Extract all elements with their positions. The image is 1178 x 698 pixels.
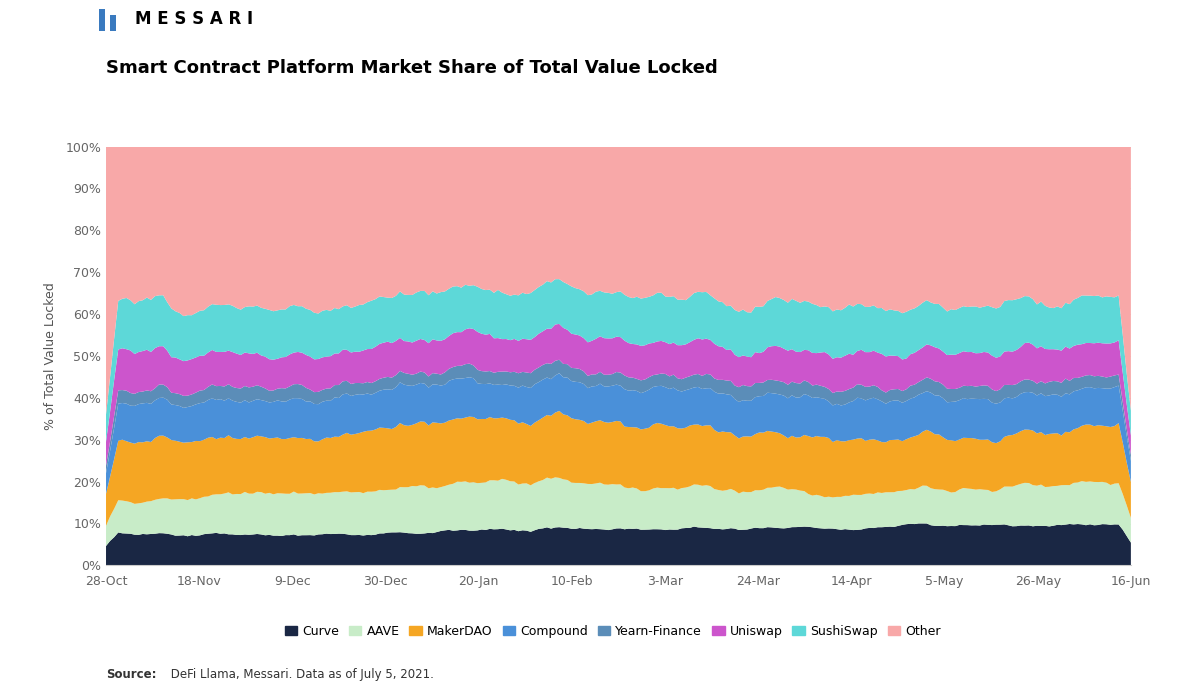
Bar [99,9,105,31]
Y-axis label: % of Total Value Locked: % of Total Value Locked [44,282,57,430]
Text: M E S S A R I: M E S S A R I [135,10,253,29]
Bar [110,15,117,31]
Text: Source:: Source: [106,667,157,681]
Text: DeFi Llama, Messari. Data as of July 5, 2021.: DeFi Llama, Messari. Data as of July 5, … [167,667,435,681]
Text: Smart Contract Platform Market Share of Total Value Locked: Smart Contract Platform Market Share of … [106,59,717,77]
Legend: Curve, AAVE, MakerDAO, Compound, Yearn-Finance, Uniswap, SushiSwap, Other: Curve, AAVE, MakerDAO, Compound, Yearn-F… [279,620,946,643]
